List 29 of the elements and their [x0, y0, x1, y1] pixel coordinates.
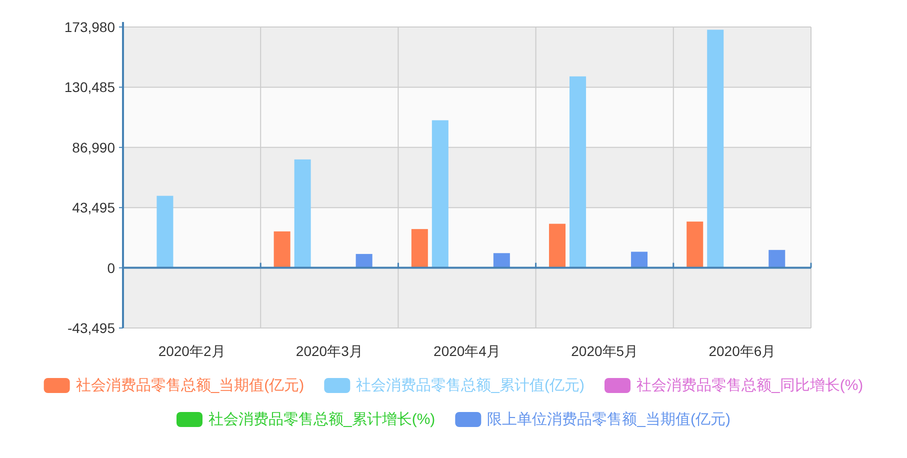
- x-tick-label: 2020年4月: [434, 343, 500, 359]
- x-tick-label: 2020年5月: [571, 343, 638, 359]
- legend-label: 社会消费品零售总额_累计值(亿元): [356, 377, 585, 394]
- bar: [570, 76, 586, 268]
- legend-label: 社会消费品零售总额_同比增长(%): [636, 377, 864, 394]
- y-tick-label: 173,980: [64, 19, 116, 35]
- bar: [768, 250, 786, 268]
- y-tick-label: 0: [107, 260, 116, 276]
- x-tick-label: 2020年6月: [708, 343, 776, 359]
- bar: [686, 222, 704, 268]
- bar: [432, 120, 448, 268]
- legend-label: 限上单位消费品零售额_当期值(亿元): [487, 411, 731, 428]
- bar: [356, 254, 372, 268]
- x-tick-label: 2020年3月: [296, 343, 363, 359]
- legend-label: 社会消费品零售总额_当期值(亿元): [76, 377, 304, 394]
- y-tick-label: 43,495: [72, 200, 116, 216]
- legend-label: 社会消费品零售总额_累计增长(%): [208, 411, 436, 428]
- bar: [493, 253, 510, 268]
- bar: [294, 159, 311, 268]
- bar: [411, 229, 428, 268]
- y-tick-label: 130,485: [64, 79, 116, 96]
- bar: [274, 231, 290, 268]
- y-tick-label: 86,990: [72, 139, 116, 156]
- bar: [549, 224, 566, 268]
- bar: [156, 196, 174, 268]
- x-tick-label: 2020年2月: [158, 343, 226, 359]
- bar: [631, 252, 648, 268]
- bar: [707, 30, 724, 268]
- y-tick-label: -43,495: [68, 320, 116, 336]
